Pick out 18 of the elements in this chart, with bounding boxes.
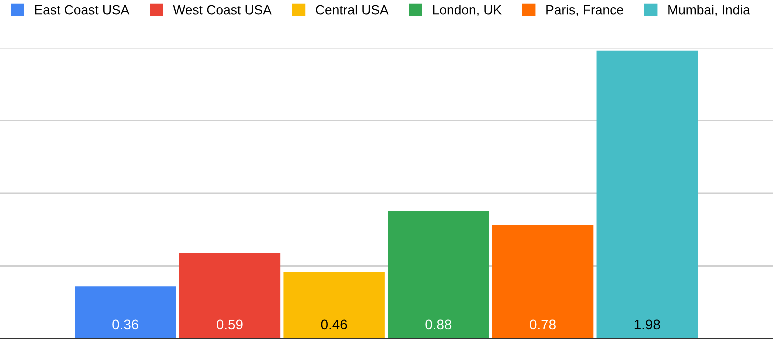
bar [596, 50, 698, 339]
legend-label: West Coast USA [173, 5, 272, 15]
data-label: 0.59 [216, 320, 243, 330]
data-label: 1.98 [634, 320, 660, 330]
legend-label: London, UK [433, 5, 502, 16]
bar [284, 272, 385, 339]
bar [179, 253, 281, 339]
legend-label: Central USA [316, 5, 389, 15]
bar [388, 210, 490, 339]
legend-label: Paris, France [546, 5, 624, 16]
legend-label: Mumbai, India [668, 5, 750, 16]
data-label: 0.36 [112, 320, 139, 330]
data-label: 0.78 [530, 320, 556, 330]
legend-label: East Coast USA [35, 5, 130, 15]
bar [492, 226, 594, 339]
data-label: 0.88 [426, 320, 452, 330]
bar [75, 286, 176, 339]
data-label: 0.46 [321, 320, 348, 330]
